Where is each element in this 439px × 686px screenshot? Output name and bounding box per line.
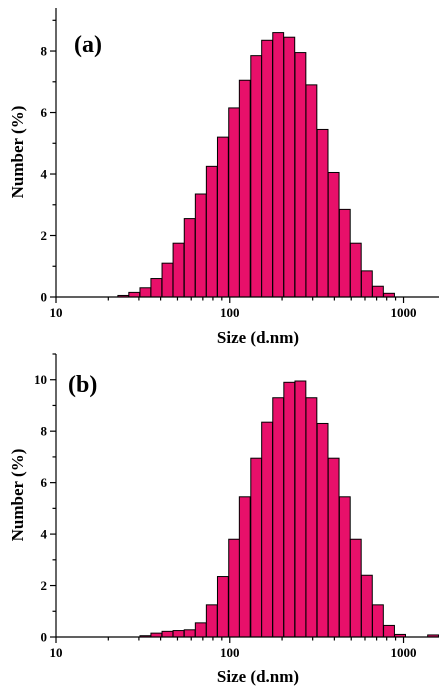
bar-b-16 [316,422,329,638]
y-tick-label-b-4: 8 [41,424,48,439]
bar-b-22 [383,624,395,638]
bar-b-15 [305,397,318,638]
bar-a-22 [360,270,373,298]
bar-a-3 [150,278,163,298]
bar-b-7 [216,576,229,638]
bar-b-19 [349,538,362,638]
panel-label-b: (b) [68,372,97,398]
y-tick-label-b-5: 10 [34,372,47,387]
bar-b-18 [338,496,351,638]
bar-a-4 [161,262,174,298]
bar-b-3 [172,630,185,638]
bar-b-6 [205,604,218,638]
y-tick-label-b-0: 0 [41,630,48,645]
bar-a-16 [294,52,307,298]
bar-b-13 [283,381,296,638]
bar-a-19 [327,171,340,298]
bar-a-6 [183,218,196,298]
bar-a-13 [261,39,274,298]
bar-a-18 [316,128,329,298]
bar-b-8 [228,538,241,638]
y-tick-label-a-1: 2 [41,228,48,243]
bar-b-9 [238,496,251,638]
bar-a-8 [205,165,218,298]
bar-b-10 [250,457,263,638]
bar-b-14 [294,380,307,638]
bar-b-5 [194,622,207,638]
bar-a-17 [305,84,318,298]
y-tick-label-b-1: 2 [41,578,48,593]
bar-b-20 [360,574,373,638]
axis-frame-a [55,8,439,298]
bar-a-5 [172,242,185,298]
y-tick-label-a-4: 8 [41,44,48,59]
bar-a-2 [139,287,152,298]
bar-a-11 [238,79,251,298]
bar-a-15 [283,36,296,298]
y-tick-label-a-0: 0 [41,290,48,305]
ticks-a: 10 100 1000 0 2 4 6 8 [41,19,417,320]
bars-b [139,380,439,638]
chart-panel-a: 10 100 1000 0 2 4 6 8 (a) Size (d.nm) Number (%… [8,8,439,347]
bar-b-11 [261,421,274,638]
bar-a-10 [228,107,241,298]
axis-frame-b [55,354,439,638]
bar-b-21 [371,604,384,638]
bar-a-12 [250,55,263,298]
x-tick-label-b-1: 100 [220,645,240,660]
x-tick-label-b-2: 1000 [391,645,417,660]
bar-b-12 [272,397,285,638]
chart-panel-b: 10 100 1000 0 2 4 6 8 10 (b) Size (d.nm) Number … [8,353,439,686]
x-tick-label-a-2: 1000 [391,305,417,320]
y-tick-label-a-2: 4 [41,167,48,182]
y-tick-label-b-3: 6 [41,475,48,490]
y-tick-label-b-2: 4 [41,527,48,542]
bar-a-14 [272,32,285,298]
x-axis-title-a: Size (d.nm) [217,328,299,347]
bar-b-17 [327,457,340,638]
x-tick-label-b-0: 10 [50,645,63,660]
x-axis-title-b: Size (d.nm) [217,667,299,686]
bar-a-23 [371,285,384,298]
ticks-b: 10 100 1000 0 2 4 6 8 10 [34,353,417,660]
bars-a [117,32,395,298]
bar-a-21 [349,242,362,298]
y-axis-title-b: Number (%) [8,449,27,542]
bar-b-4 [183,629,196,638]
x-tick-label-a-1: 100 [220,305,240,320]
panel-label-a: (a) [74,32,102,58]
bar-a-7 [194,193,207,298]
bar-a-20 [338,208,351,298]
x-tick-label-a-0: 10 [50,305,63,320]
bar-b-2 [161,630,174,638]
y-axis-title-a: Number (%) [8,106,27,199]
bar-a-1 [128,291,141,298]
bar-a-9 [216,136,229,298]
y-tick-label-a-3: 6 [41,105,48,120]
